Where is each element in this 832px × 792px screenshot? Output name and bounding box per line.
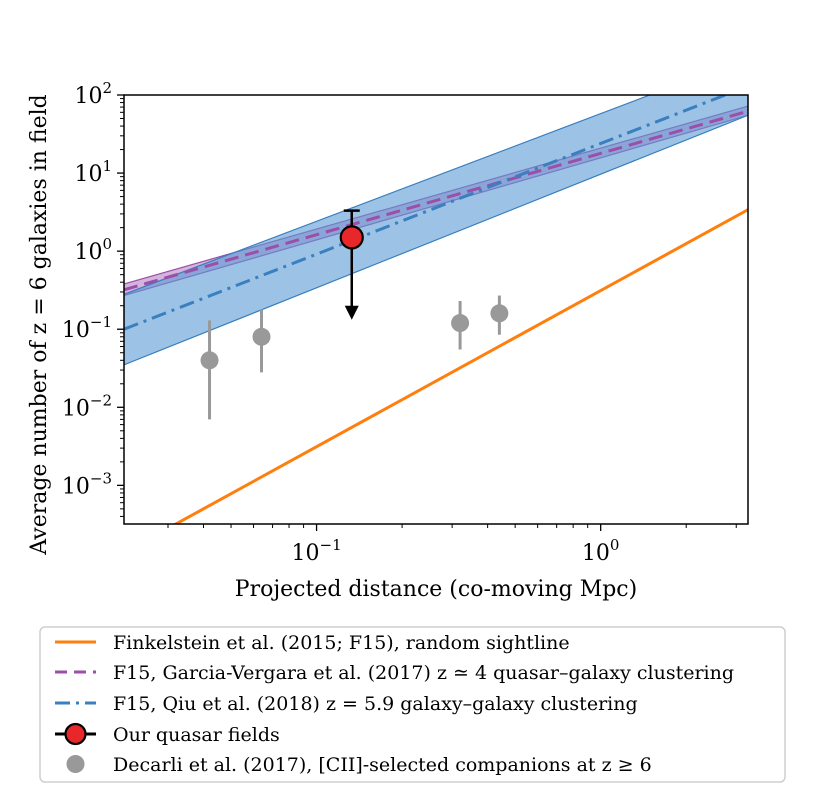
decarli-point-4 [490, 304, 509, 323]
y-tick-label-1: 10−3 [62, 469, 112, 499]
legend: Finkelstein et al. (2015; F15), random s… [39, 626, 786, 783]
quasar-point [339, 225, 364, 250]
decarli-point-1 [200, 351, 219, 370]
legend-label-1: Finkelstein et al. (2015; F15), random s… [113, 632, 570, 654]
axes-frame [123, 94, 749, 525]
legend-label-4: Our quasar fields [113, 724, 280, 746]
legend-handle-5 [66, 755, 85, 773]
legend-label-3: F15, Qiu et al. (2018) z = 5.9 galaxy–ga… [113, 693, 638, 715]
series-line-2 [124, 109, 748, 292]
plot-area [124, 95, 748, 524]
x-tick-label-2: 100 [582, 536, 620, 566]
quasar-upper-limit-arrow [344, 305, 359, 320]
band-3 [124, 95, 748, 366]
decarli-point-2 [252, 327, 271, 346]
series-line-3 [124, 95, 730, 331]
decarli-point-3 [451, 314, 470, 333]
x-tick-label-1: 10−1 [292, 536, 342, 566]
legend-handle-4-marker [64, 722, 87, 746]
y-tick-label-6: 102 [74, 79, 112, 109]
legend-label-5: Decarli et al. (2017), [CII]-selected co… [113, 754, 652, 776]
legend-box [39, 626, 786, 783]
y-tick-label-2: 10−2 [62, 391, 112, 421]
y-axis-label: Average number of z = 6 galaxies in fiel… [27, 94, 52, 555]
y-tick-label-5: 101 [74, 157, 112, 187]
y-tick-label-3: 10−1 [62, 313, 112, 343]
legend-label-2: F15, Garcia-Vergara et al. (2017) z ≃ 4 … [113, 662, 734, 684]
x-axis-label: Projected distance (co-moving Mpc) [235, 577, 637, 602]
series-line-1 [172, 208, 748, 524]
y-tick-label-4: 100 [74, 235, 112, 265]
